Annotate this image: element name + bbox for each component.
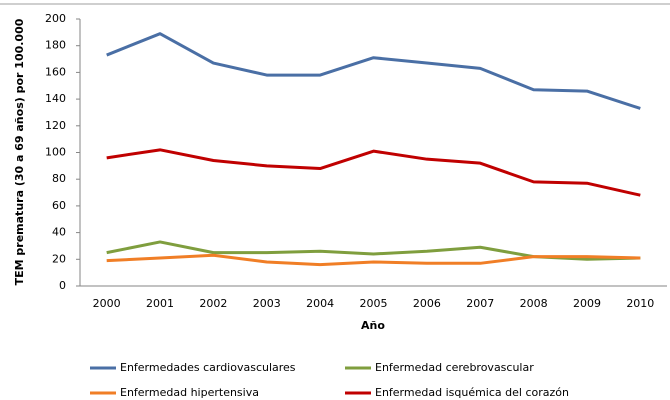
x-tick-label: 2001 [146, 297, 174, 310]
y-tick-label: 180 [45, 39, 66, 52]
y-tick-label: 120 [45, 119, 66, 132]
series-line [106, 148, 641, 197]
y-tick-label: 100 [45, 146, 66, 159]
x-tick-label: 2005 [360, 297, 388, 310]
y-tick-label: 40 [52, 226, 66, 239]
series-line [106, 32, 641, 110]
y-tick-label: 160 [45, 65, 66, 78]
y-tick-label: 200 [45, 12, 66, 25]
x-tick-label: 2006 [413, 297, 441, 310]
x-tick-label: 2002 [199, 297, 227, 310]
legend-label: Enfermedad cerebrovascular [375, 361, 534, 374]
y-axis-title: TEM prematura (30 a 69 años) por 100.000 [13, 18, 26, 285]
x-tick-label: 2000 [93, 297, 121, 310]
x-tick-label: 2009 [573, 297, 601, 310]
x-tick-label: 2003 [253, 297, 281, 310]
y-tick-label: 60 [52, 199, 66, 212]
legend-label: Enfermedad hipertensiva [120, 386, 259, 399]
y-tick-label: 80 [52, 172, 66, 185]
y-tick-label: 0 [59, 279, 66, 292]
x-tick-label: 2010 [626, 297, 654, 310]
x-tick-label: 2008 [520, 297, 548, 310]
legend-label: Enfermedades cardiovasculares [120, 361, 296, 374]
y-tick-label: 20 [52, 252, 66, 265]
y-tick-label: 140 [45, 92, 66, 105]
x-tick-label: 2007 [466, 297, 494, 310]
series-line [106, 253, 641, 267]
legend-label: Enfermedad isquémica del corazón [375, 386, 569, 399]
x-axis-title: Año [361, 319, 385, 332]
x-tick-label: 2004 [306, 297, 334, 310]
